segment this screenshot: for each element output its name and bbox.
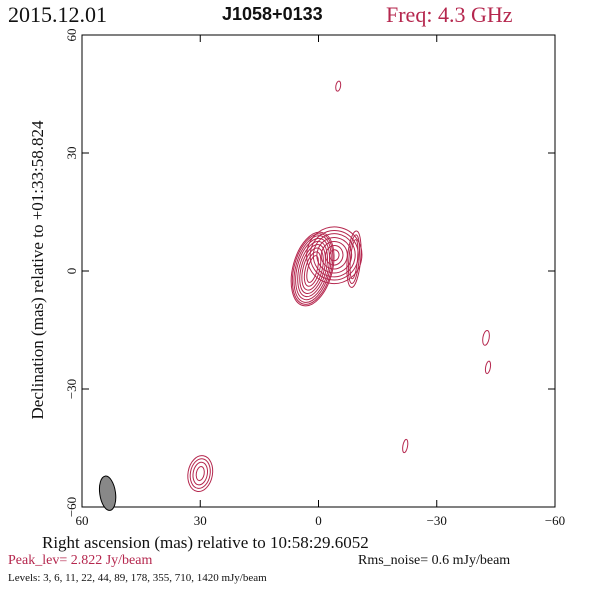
peak-level: Peak_lev= 2.822 Jy/beam — [8, 553, 153, 568]
x-tick-label: −30 — [427, 513, 447, 528]
component-core — [290, 231, 335, 307]
source-name: J1058+0133 — [222, 4, 323, 24]
x-tick-label: 60 — [76, 513, 89, 528]
y-tick-label: 0 — [64, 268, 79, 275]
beam-layer — [98, 475, 117, 511]
contour-ring — [347, 234, 361, 285]
contour-ring — [312, 233, 356, 278]
contour-ring — [293, 235, 332, 303]
contour-ring — [329, 249, 340, 262]
y-tick-label: 60 — [64, 29, 79, 42]
contour-ring — [346, 230, 362, 288]
beam-ellipse — [98, 475, 117, 511]
x-tick-label: −60 — [545, 513, 565, 528]
contour-ring — [299, 244, 326, 295]
contour-layer — [187, 80, 492, 493]
contour-levels: Levels: 3, 6, 11, 22, 44, 89, 178, 355, … — [8, 572, 267, 584]
component-spur-sw-3 — [402, 438, 409, 454]
contour-ring — [195, 466, 205, 482]
contour-ring — [316, 237, 353, 274]
y-tick-label: −30 — [64, 379, 79, 399]
axis-ticks: 60 30 0 −30 −60 −60 −30 0 30 60 — [64, 29, 565, 529]
contour-ring — [297, 240, 328, 298]
contour-ring — [189, 458, 211, 489]
component-tail — [346, 230, 362, 288]
component-knot-south — [187, 455, 214, 493]
contour-ring — [402, 438, 409, 454]
component-spur-sw-1 — [482, 329, 490, 346]
contour-ring — [306, 226, 363, 285]
y-tick-label: −60 — [64, 497, 79, 517]
observation-date: 2015.12.01 — [8, 2, 107, 27]
x-tick-label: 0 — [315, 513, 322, 528]
rms-noise: Rms_noise= 0.6 mJy/beam — [358, 553, 511, 568]
component-spur-sw-2 — [484, 360, 492, 375]
frequency-label: Freq: 4.3 GHz — [386, 2, 513, 27]
contour-ring — [303, 251, 322, 287]
contour-ring — [290, 231, 335, 307]
plot-frame — [81, 34, 556, 508]
contour-ring — [306, 255, 319, 283]
contour-ring — [335, 80, 342, 92]
contour-ring — [192, 461, 209, 486]
contour-ring — [349, 239, 359, 280]
y-tick-label: 30 — [64, 147, 79, 160]
x-tick-label: 30 — [194, 513, 207, 528]
component-spur-north — [335, 80, 342, 92]
contour-ring — [187, 455, 214, 493]
contour-ring — [484, 360, 492, 375]
contour-ring — [482, 329, 490, 346]
y-axis-label: Declination (mas) relative to +01:33:58.… — [28, 120, 47, 420]
contour-ring — [325, 244, 344, 266]
x-axis-label: Right ascension (mas) relative to 10:58:… — [42, 533, 369, 552]
